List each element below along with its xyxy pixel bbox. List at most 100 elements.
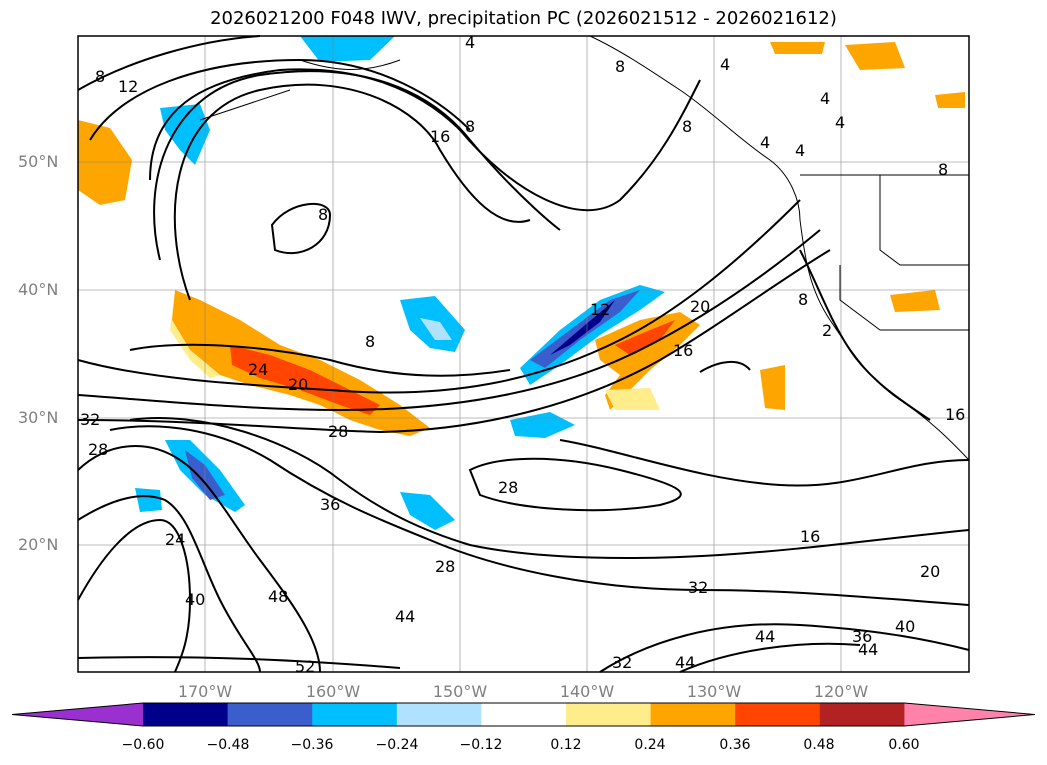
colorbar-tick-label: −0.60 bbox=[121, 737, 165, 753]
contour-label: 52 bbox=[295, 657, 315, 676]
contour-label: 44 bbox=[675, 653, 695, 672]
contour-label: 16 bbox=[800, 527, 820, 546]
colorbar-tick-label: −0.48 bbox=[206, 737, 250, 753]
precip-blue-gulf-alaska-1 bbox=[160, 104, 210, 165]
contour-label: 12 bbox=[118, 77, 138, 96]
precip-blue-tropics-3 bbox=[135, 488, 162, 512]
precip-orange-ne-2 bbox=[770, 42, 825, 54]
colorbar-segment bbox=[396, 703, 482, 726]
colorbar-segment bbox=[735, 703, 821, 726]
colorbar-segment bbox=[650, 703, 736, 726]
contour-label: 36 bbox=[320, 495, 340, 514]
contour-label: 40 bbox=[185, 590, 205, 609]
precip-blue-gulf-alaska-2 bbox=[300, 36, 395, 62]
precip-red-135w bbox=[615, 320, 675, 355]
contour-label: 4 bbox=[835, 113, 845, 132]
map-title: 2026021200 F048 IWV, precipitation PC (2… bbox=[210, 8, 837, 29]
colorbar-tick-label: 0.36 bbox=[719, 737, 751, 753]
contour-label: 36 bbox=[852, 627, 872, 646]
contour-label: 16 bbox=[430, 127, 450, 146]
contour-label: 8 bbox=[615, 57, 625, 76]
contour-label: 4 bbox=[820, 89, 830, 108]
contour-label: 4 bbox=[760, 133, 770, 152]
contour-label: 16 bbox=[673, 341, 693, 360]
colorbar-segment bbox=[566, 703, 652, 726]
contour-label: 40 bbox=[895, 617, 915, 636]
precip-orange-coast bbox=[760, 365, 785, 410]
precip-orange-sub bbox=[605, 388, 660, 410]
precip-orange-135w bbox=[595, 312, 700, 410]
gridlines bbox=[78, 36, 969, 672]
contour-label: 44 bbox=[395, 607, 415, 626]
colorbar-tick-label: −0.24 bbox=[375, 737, 419, 753]
contour-label: 4 bbox=[720, 55, 730, 74]
contour-label: 20 bbox=[288, 375, 308, 394]
contour-label: 8 bbox=[95, 67, 105, 86]
contour-label: 28 bbox=[88, 440, 108, 459]
colorbar-tick-label: 0.12 bbox=[550, 737, 582, 753]
colorbar-segment bbox=[227, 703, 313, 726]
colorbar-segment bbox=[143, 703, 229, 726]
contour-label: 8 bbox=[938, 160, 948, 179]
coastlines bbox=[199, 35, 970, 461]
colorbar-segment bbox=[481, 703, 567, 726]
map-frame bbox=[77, 35, 970, 673]
contour-label: 2 bbox=[822, 321, 832, 340]
colorbar-tick-label: −0.36 bbox=[290, 737, 334, 753]
colorbar-tick-label: 0.48 bbox=[803, 737, 835, 753]
colorbar-tick-label: −0.12 bbox=[459, 737, 503, 753]
lon-label: 120°W bbox=[813, 682, 869, 701]
colorbar-tick-label: 0.24 bbox=[634, 737, 666, 753]
precip-blue-150w-inner bbox=[420, 318, 452, 340]
colorbar-tick-label: 0.60 bbox=[888, 737, 920, 753]
contour-label: 8 bbox=[318, 205, 328, 224]
precip-blue-tropics-1 bbox=[400, 492, 455, 530]
lon-label: 160°W bbox=[305, 682, 361, 701]
contour-label: 16 bbox=[945, 405, 965, 424]
contour-label: 8 bbox=[682, 117, 692, 136]
colorbar-segment bbox=[312, 703, 398, 726]
contour-label: 32 bbox=[612, 653, 632, 672]
contour-label: 12 bbox=[590, 300, 610, 319]
contour-label: 28 bbox=[328, 422, 348, 441]
iwv-contours bbox=[77, 35, 970, 673]
precip-blue-140w-deep bbox=[550, 300, 615, 355]
lat-label: 30°N bbox=[18, 408, 59, 427]
contour-label: 8 bbox=[365, 332, 375, 351]
contour-label: 20 bbox=[920, 562, 940, 581]
contour-label: 28 bbox=[435, 557, 455, 576]
lon-label: 140°W bbox=[559, 682, 615, 701]
contour-label: 8 bbox=[798, 290, 808, 309]
contour-labels: 8 12 16 8 8 8 4 4 4 4 4 4 8 8 8 8 12 16 … bbox=[80, 33, 965, 676]
contour-label: 44 bbox=[858, 640, 878, 659]
precip-blue-140w bbox=[520, 285, 665, 385]
lon-label: 130°W bbox=[686, 682, 742, 701]
lat-label: 40°N bbox=[18, 280, 59, 299]
colorbar-extend-low bbox=[12, 703, 143, 726]
colorbar-outline bbox=[11, 702, 1036, 727]
contour-label: 24 bbox=[165, 530, 185, 549]
colorbar-extend-high bbox=[904, 703, 1035, 726]
precip-band-west-core bbox=[230, 345, 380, 415]
lon-label: 170°W bbox=[177, 682, 233, 701]
precip-orange-calif bbox=[890, 290, 940, 312]
contour-label: 20 bbox=[690, 297, 710, 316]
colorbar bbox=[11, 702, 1036, 727]
precip-orange-west-edge bbox=[78, 120, 132, 205]
map-area: 8 12 16 8 8 8 4 4 4 4 4 4 8 8 8 8 12 16 … bbox=[77, 33, 970, 676]
lat-label: 20°N bbox=[18, 535, 59, 554]
precip-orange-ne-3 bbox=[935, 92, 965, 108]
contour-label: 32 bbox=[80, 410, 100, 429]
colorbar-segment bbox=[819, 703, 905, 726]
lon-label: 150°W bbox=[432, 682, 488, 701]
lat-label: 50°N bbox=[18, 152, 59, 171]
precip-orange-ne bbox=[845, 42, 905, 70]
contour-label: 8 bbox=[465, 117, 475, 136]
contour-label: 4 bbox=[795, 141, 805, 160]
contour-label: 32 bbox=[688, 578, 708, 597]
precip-blue-tropics-2 bbox=[510, 412, 575, 438]
contour-label: 28 bbox=[498, 478, 518, 497]
contour-label: 4 bbox=[465, 33, 475, 52]
contour-label: 44 bbox=[755, 627, 775, 646]
